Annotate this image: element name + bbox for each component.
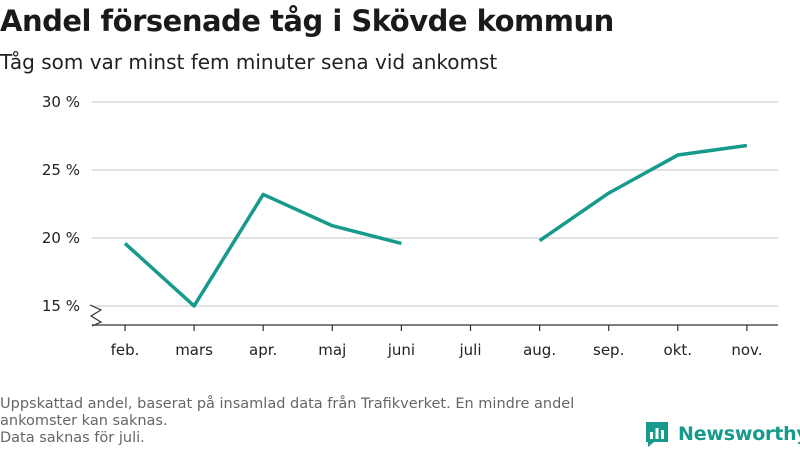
y-axis-tick-labels: 15 % 20 % 25 % 30 % (42, 93, 80, 315)
line-chart: 15 % 20 % 25 % 30 % feb. mars apr. maj juni juli… (42, 93, 778, 359)
series-lines (123, 143, 748, 308)
footnote-source: Uppskattad andel, baserat på insamlad da… (0, 396, 575, 429)
x-tick-label: sep. (593, 341, 624, 359)
x-tick-label: feb. (111, 341, 140, 359)
brand-name: Newsworthy (678, 423, 800, 445)
x-axis (89, 304, 778, 331)
x-tick-label: okt. (664, 341, 693, 359)
chart-subtitle: Tåg som var minst fem minuter sena vid a… (0, 50, 498, 74)
gridlines (92, 101, 778, 307)
x-tick-label: maj (318, 341, 346, 359)
x-axis-tick-labels: feb. mars apr. maj juni juli aug. sep. okt. nov. (111, 341, 763, 359)
footnote: Uppskattad andel, baserat på insamlad da… (0, 396, 630, 447)
x-tick-label: juni (387, 341, 415, 359)
series-line-segment (538, 143, 748, 243)
x-tick-label: mars (175, 341, 213, 359)
y-tick-label: 30 % (42, 93, 80, 111)
y-tick-label: 20 % (42, 229, 80, 247)
brand-logo: Newsworthy (644, 420, 800, 448)
x-tick-label: apr. (249, 341, 277, 359)
bar-chart-logo-icon (646, 422, 668, 447)
x-tick-label: nov. (731, 341, 762, 359)
x-tick-label: juli (458, 341, 481, 359)
x-tick-label: aug. (523, 341, 556, 359)
footnote-missing-data: Data saknas för juli. (0, 430, 145, 446)
y-tick-label: 15 % (42, 297, 80, 315)
axis-break-icon (89, 304, 103, 327)
series-line-segment (123, 192, 402, 308)
y-tick-label: 25 % (42, 161, 80, 179)
chart-title: Andel försenade tåg i Skövde kommun (0, 4, 614, 38)
